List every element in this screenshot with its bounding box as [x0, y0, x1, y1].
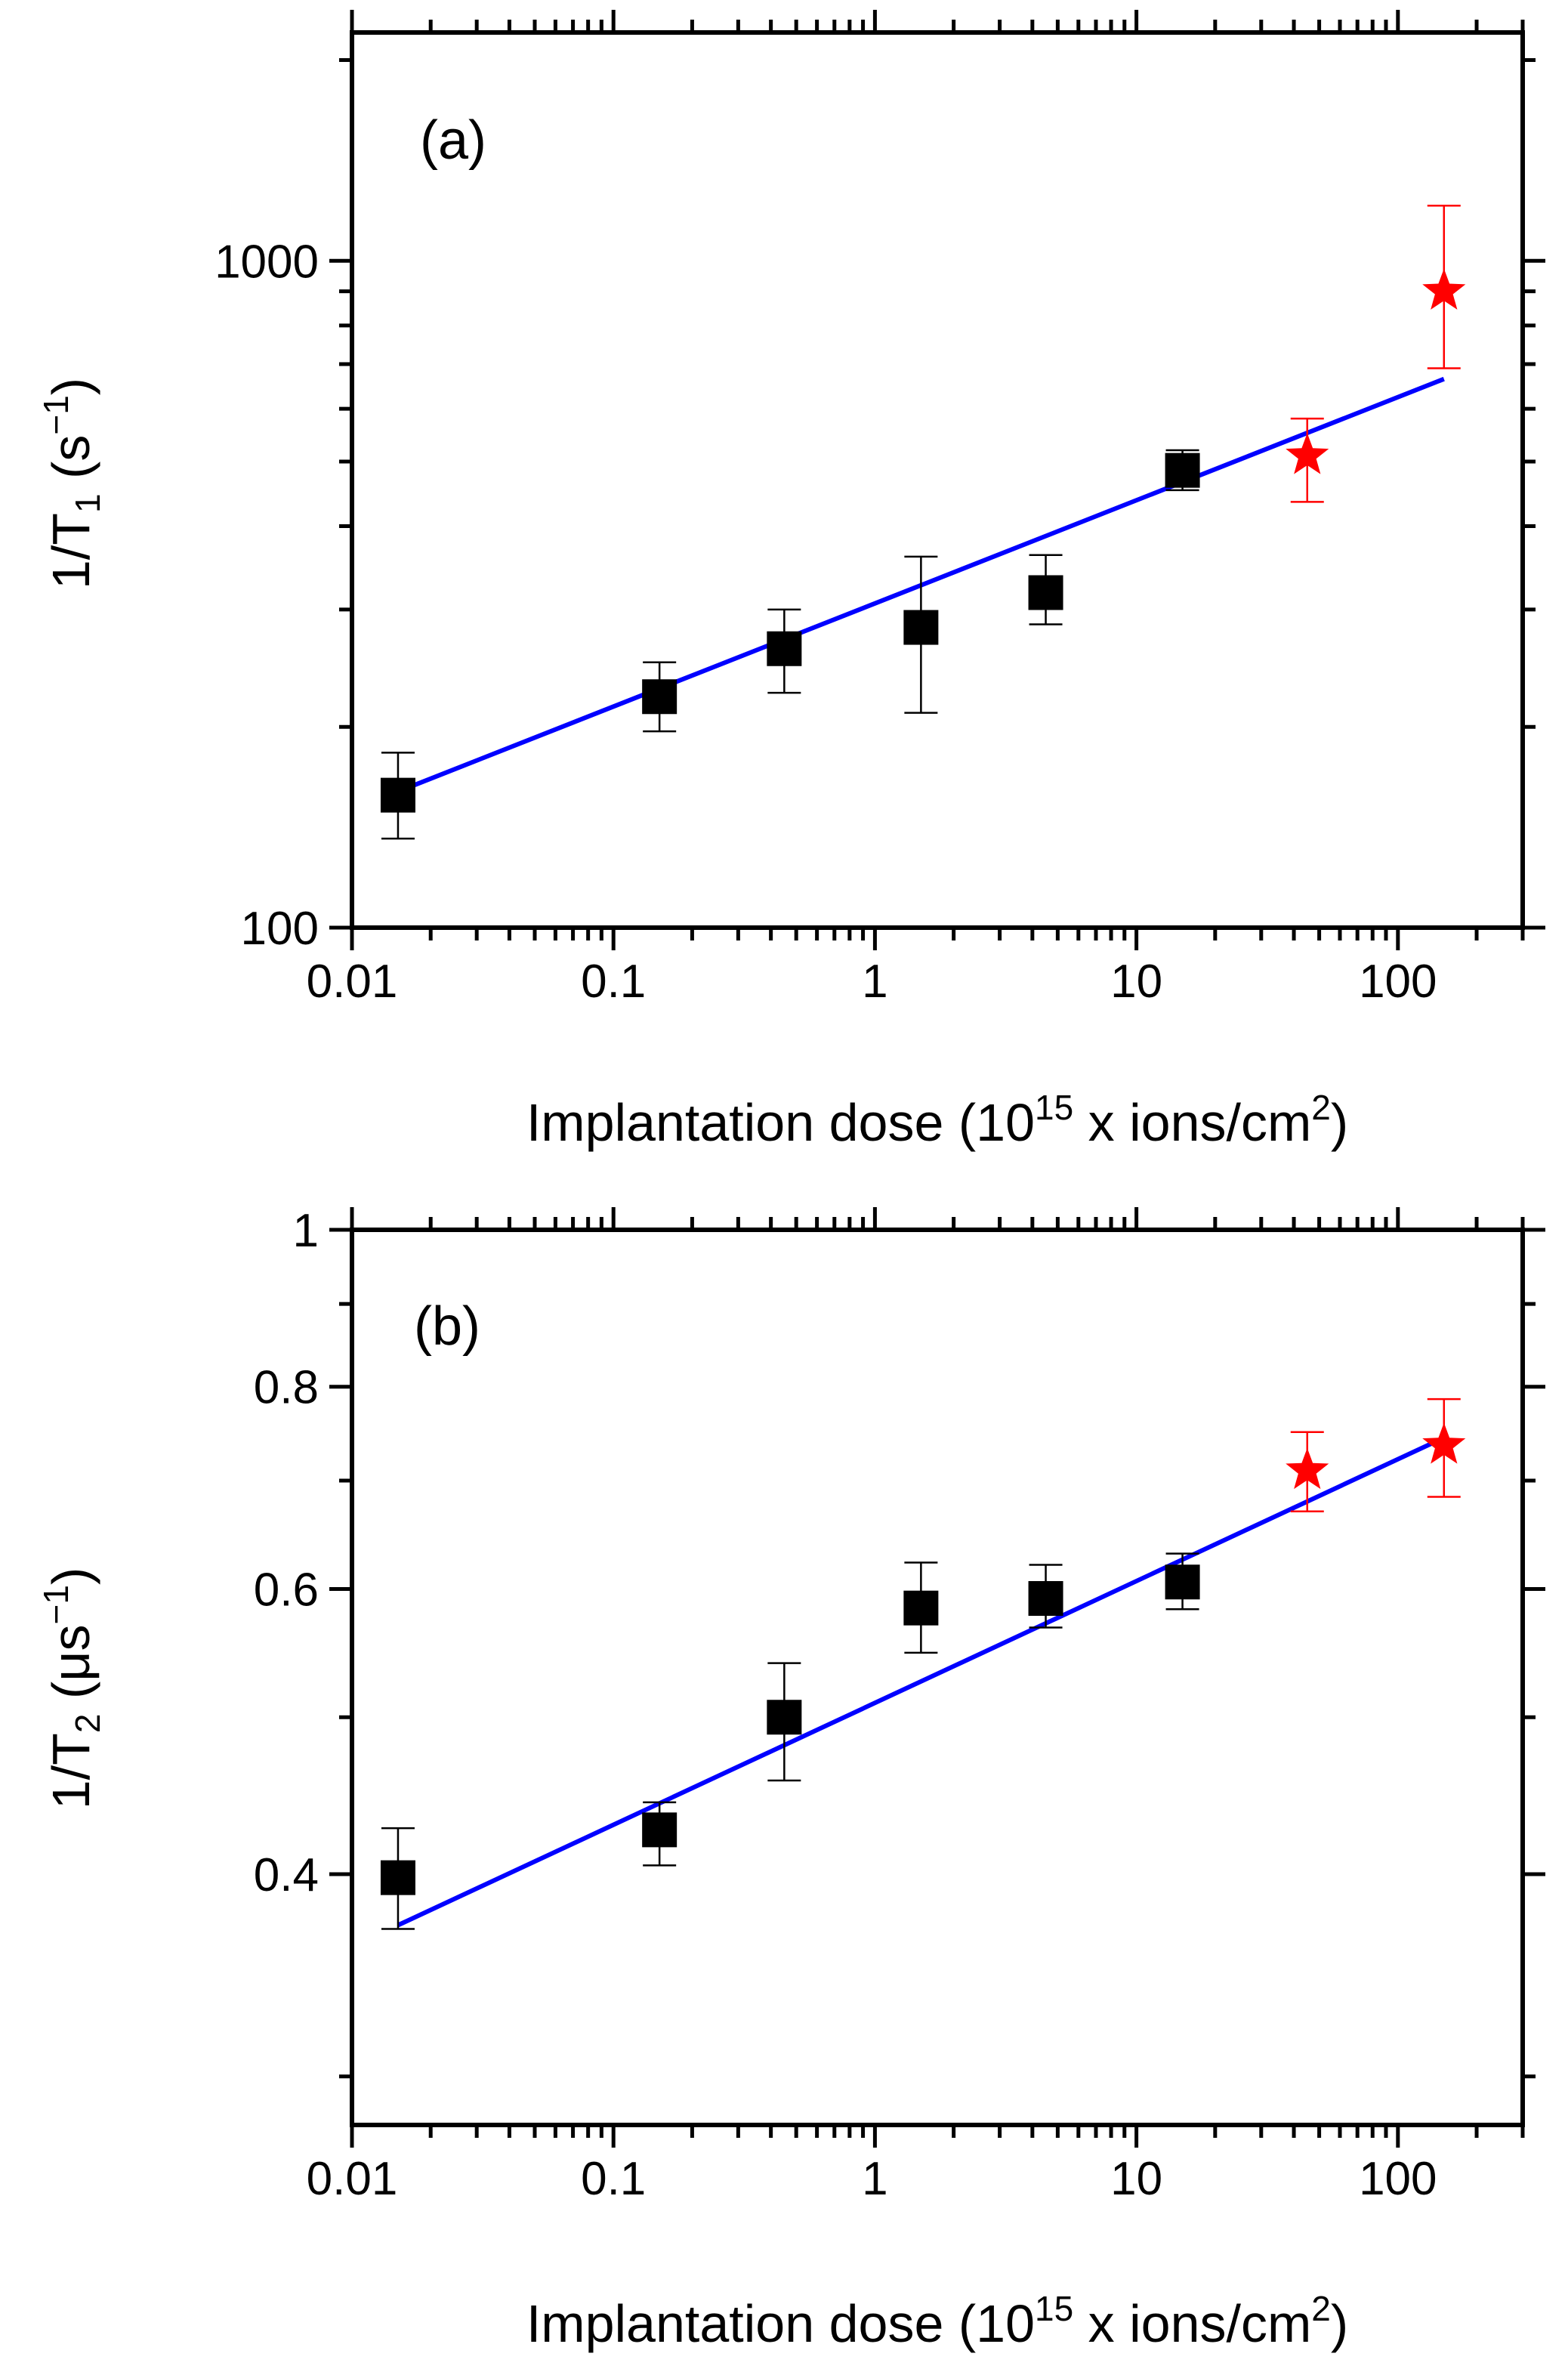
x-tick-label: 0.01 [307, 956, 398, 1008]
panel-b-ylabel-sup: −1 [36, 1585, 76, 1624]
panel-a-xlabel-part2: x ions/cm [1073, 1093, 1311, 1152]
y-tick-label: 0.4 [254, 1849, 319, 1901]
panel-b-chart: 0.01 0.1 1 10 100 0.4 0.6 0.8 1 (b) Implantation… [36, 1205, 1545, 2353]
panel-a-ylabel-sub: 1 [68, 493, 107, 513]
panel-a-marks [380, 204, 1466, 840]
panel-b-ylabel-sub: 2 [68, 1714, 107, 1734]
x-tick-label: 0.1 [581, 2153, 646, 2205]
panel-b-x-axis-title: Implantation dose (1015 x ions/cm2) [526, 2289, 1348, 2353]
panel-a-label: (a) [420, 110, 486, 171]
panel-a-ticks: 0.01 0.1 1 10 100 100 1000 [215, 10, 1545, 1008]
y-tick-label: 0.8 [254, 1362, 319, 1414]
panel-b-marks [380, 1398, 1466, 1930]
data-point-square [642, 1812, 678, 1848]
panel-a-y-axis-title: 1/T1 (s−1) [36, 378, 107, 589]
panel-b-label: (b) [414, 1296, 480, 1357]
panel-b-y-axis-title: 1/T2 (μs−1) [36, 1567, 107, 1810]
data-point-star [1286, 1447, 1329, 1490]
data-point-square [1028, 1581, 1063, 1617]
panel-a-xlabel-part1: Implantation dose (10 [526, 1093, 1035, 1152]
data-point-square [1165, 1564, 1200, 1600]
panel-a-plot-frame [350, 30, 1525, 930]
panel-a-chart: 0.01 0.1 1 10 100 100 1000 (a) Implantation do… [36, 10, 1545, 1152]
panel-b-xlabel-part1: Implantation dose (10 [526, 2294, 1035, 2353]
data-point-star [1286, 433, 1329, 474]
panel-b-plot-frame [350, 1228, 1525, 2127]
data-point-square [767, 631, 802, 666]
panel-a-xlabel-sup1: 15 [1035, 1088, 1073, 1127]
panel-b-xlabel-sup2: 2 [1311, 2289, 1331, 2328]
x-tick-label: 0.01 [307, 2153, 398, 2205]
data-point-star [1422, 1422, 1466, 1464]
x-tick-label: 10 [1110, 956, 1162, 1008]
y-tick-label: 0.6 [254, 1564, 319, 1617]
y-tick-label: 1000 [215, 236, 319, 288]
panel-b-xlabel-part2: x ions/cm [1073, 2294, 1311, 2353]
data-point-square [380, 1860, 415, 1895]
panel-a-ylabel-part2: (s [42, 435, 100, 494]
panel-b-xlabel-part3: ) [1331, 2294, 1348, 2353]
fit-line [397, 1435, 1446, 1928]
data-point-star [1422, 268, 1466, 310]
x-tick-label: 0.1 [581, 956, 646, 1008]
data-point-square [642, 679, 678, 715]
x-tick-label: 1 [862, 2153, 887, 2205]
panel-a-x-axis-title: Implantation dose (1015 x ions/cm2) [526, 1088, 1348, 1152]
x-tick-label: 100 [1359, 956, 1437, 1008]
x-tick-label: 1 [862, 956, 887, 1008]
y-tick-label: 100 [241, 903, 319, 955]
data-point-square [1028, 575, 1063, 610]
x-tick-label: 10 [1110, 2153, 1162, 2205]
data-point-square [380, 777, 415, 813]
panel-b-fit-layer [397, 1435, 1446, 1928]
data-point-square [1165, 452, 1200, 488]
x-tick-label: 100 [1359, 2153, 1437, 2205]
data-point-square [903, 1590, 939, 1626]
panel-b-ylabel-part1: 1/T [42, 1733, 100, 1809]
panel-a-ylabel-part3: ) [42, 378, 100, 395]
panel-a-xlabel-sup2: 2 [1311, 1088, 1331, 1127]
panel-b-ylabel-part2: (μs [42, 1624, 100, 1713]
panel-a-xlabel-part3: ) [1331, 1093, 1348, 1152]
panel-a-ylabel-part1: 1/T [42, 513, 100, 589]
panel-b-xlabel-sup1: 15 [1035, 2289, 1073, 2328]
panel-a-ylabel-sup: −1 [36, 395, 76, 434]
y-tick-label: 1 [293, 1205, 319, 1257]
data-point-square [767, 1700, 802, 1735]
panel-b-ylabel-part3: ) [42, 1567, 100, 1585]
panel-b-ticks: 0.01 0.1 1 10 100 0.4 0.6 0.8 1 [254, 1205, 1545, 2205]
data-point-square [903, 610, 939, 645]
